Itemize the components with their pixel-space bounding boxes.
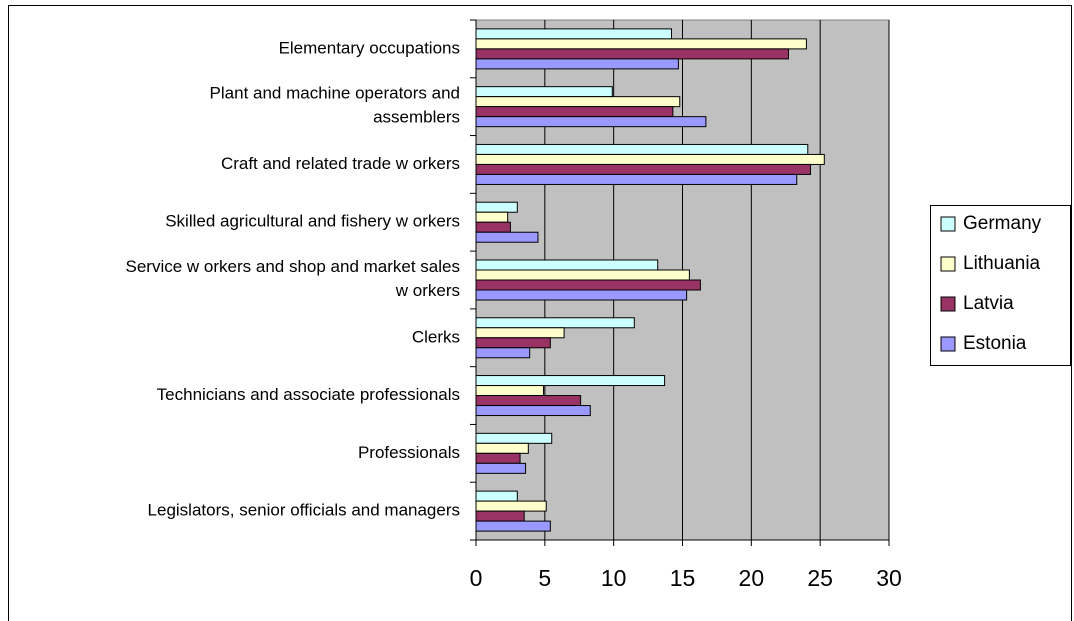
- bar: [475, 337, 551, 349]
- bar: [475, 317, 635, 329]
- bar: [475, 153, 825, 165]
- y-tick-label: Skilled agricultural and fishery w orker…: [165, 212, 460, 231]
- y-tick-label: Plant and machine operators and assembler…: [210, 84, 460, 127]
- y-tick-label: Elementary occupations: [279, 38, 460, 57]
- y-tick-label: Legislators, senior officials and manage…: [148, 501, 460, 520]
- bar: [475, 201, 518, 213]
- x-tick-label: 15: [670, 565, 696, 591]
- x-tick-label: 25: [807, 565, 833, 591]
- bar: [475, 231, 539, 243]
- bar: [475, 490, 518, 502]
- bar: [475, 86, 613, 98]
- bar: [475, 163, 812, 175]
- chart-frame: [8, 5, 1072, 621]
- bar: [475, 269, 690, 281]
- bar: [475, 58, 679, 70]
- x-tick-label: 0: [470, 565, 483, 591]
- x-tick-label: 5: [538, 565, 551, 591]
- bar: [475, 347, 531, 359]
- bar: [475, 48, 790, 60]
- bar: [475, 211, 509, 223]
- y-tick-label: Professionals: [358, 443, 460, 462]
- bar: [475, 327, 565, 339]
- bar: [475, 106, 674, 118]
- x-tick-label: 20: [739, 565, 765, 591]
- bar: [475, 520, 551, 532]
- bar: [475, 500, 547, 512]
- bar: [475, 259, 659, 271]
- bar: [475, 432, 553, 444]
- bar: [475, 116, 707, 128]
- x-tick-label: 30: [876, 565, 902, 591]
- bar: [475, 28, 672, 40]
- bar: [475, 385, 544, 397]
- bar: [475, 38, 807, 50]
- bar: [475, 221, 511, 233]
- legend-swatch: [940, 296, 956, 312]
- bar: [475, 405, 591, 417]
- bar: [475, 173, 798, 185]
- bar: [475, 96, 681, 108]
- bar: [475, 395, 582, 407]
- bar: [475, 143, 809, 155]
- bar: [475, 289, 688, 301]
- x-tick-label: 10: [601, 565, 627, 591]
- bar: [475, 452, 521, 464]
- legend-label: Lithuania: [963, 253, 1041, 274]
- legend-label: Estonia: [963, 333, 1027, 354]
- legend-label: Germany: [963, 213, 1042, 234]
- bar: [475, 375, 666, 387]
- y-tick-label: Clerks: [412, 327, 460, 346]
- bar: [475, 510, 525, 522]
- y-tick-label: Service w orkers and shop and market sal…: [126, 257, 461, 300]
- bar: [475, 279, 701, 291]
- legend-label: Latvia: [963, 293, 1014, 314]
- legend-swatch: [940, 256, 956, 272]
- legend-swatch: [940, 216, 956, 232]
- y-tick-label: Technicians and associate professionals: [157, 385, 460, 404]
- bar: [475, 442, 529, 454]
- y-tick-label: Craft and related trade w orkers: [221, 154, 460, 173]
- bar: [475, 462, 527, 474]
- legend-swatch: [940, 336, 956, 352]
